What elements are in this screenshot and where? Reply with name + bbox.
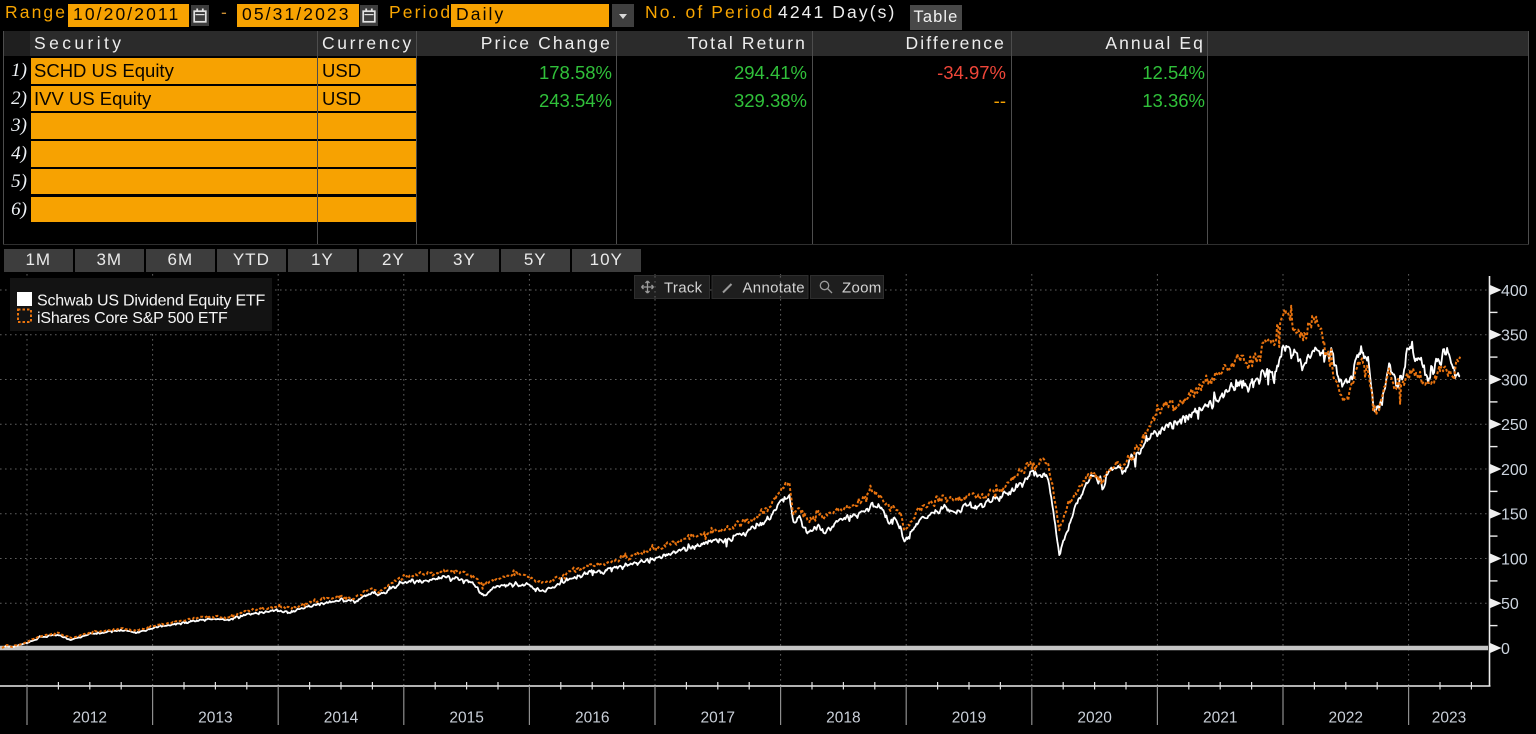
svg-text:350: 350 [1501, 328, 1528, 345]
svg-text:Schwab US Dividend Equity ETF: Schwab US Dividend Equity ETF [37, 293, 266, 310]
svg-text:250: 250 [1501, 417, 1528, 434]
svg-text:2013: 2013 [198, 710, 232, 727]
svg-text:400: 400 [1501, 283, 1528, 300]
svg-text:2017: 2017 [701, 710, 735, 727]
svg-text:2019: 2019 [952, 710, 986, 727]
svg-text:150: 150 [1501, 507, 1528, 524]
svg-text:Track: Track [664, 280, 703, 297]
svg-text:50: 50 [1501, 596, 1519, 613]
svg-text:2021: 2021 [1203, 710, 1237, 727]
svg-text:2020: 2020 [1077, 710, 1112, 727]
svg-text:200: 200 [1501, 462, 1528, 479]
svg-text:0: 0 [1501, 641, 1510, 658]
svg-text:2022: 2022 [1329, 710, 1363, 727]
svg-text:Zoom: Zoom [842, 280, 882, 297]
svg-text:2012: 2012 [73, 710, 107, 727]
svg-text:2023: 2023 [1432, 710, 1466, 727]
svg-text:2014: 2014 [324, 710, 359, 727]
svg-text:2016: 2016 [575, 710, 609, 727]
svg-text:Annotate: Annotate [743, 280, 805, 297]
svg-text:2018: 2018 [826, 710, 860, 727]
svg-text:iShares Core S&P 500 ETF: iShares Core S&P 500 ETF [37, 310, 228, 327]
svg-text:100: 100 [1501, 551, 1528, 568]
svg-text:2015: 2015 [449, 710, 483, 727]
svg-text:300: 300 [1501, 372, 1528, 389]
